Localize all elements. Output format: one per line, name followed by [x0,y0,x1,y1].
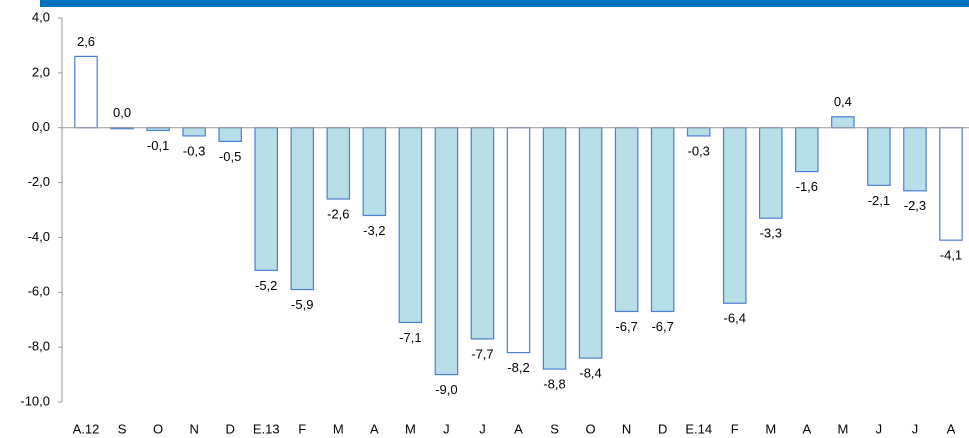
value-label: 2,6 [77,34,95,49]
x-tick-label: F [298,421,306,436]
value-label: -8,8 [543,377,565,392]
x-tick-label: M [765,421,776,436]
bar [831,116,855,129]
x-tick-label: A [947,421,956,436]
x-tick-label: M [837,421,848,436]
x-tick-label: E.14 [685,421,712,436]
x-tick-label: A [514,421,523,436]
value-label: -0,5 [219,149,241,164]
x-tick-label: M [333,421,344,436]
bar [795,127,819,173]
value-label: -2,1 [868,193,890,208]
value-label: -5,2 [255,278,277,293]
x-tick-label: O [153,421,163,436]
bar [254,127,278,271]
bar [867,127,891,186]
bar [578,127,603,359]
x-tick-label: S [118,421,127,436]
x-tick-label: N [622,421,631,436]
value-label: -0,3 [687,143,709,158]
x-tick-label: O [586,421,596,436]
x-tick-label: D [225,421,234,436]
value-label: -6,4 [724,311,746,326]
bar [182,127,206,137]
bar [362,127,387,217]
y-tick-label: -10,0 [20,393,50,408]
y-tick-label: 0,0 [32,119,50,134]
x-tick-label: E.13 [253,421,280,436]
value-label: -4,1 [940,248,962,263]
value-label: -3,3 [760,226,782,241]
x-tick-label: F [731,421,739,436]
bar [686,127,711,137]
x-tick-label: J [443,421,450,436]
value-label: -2,6 [327,206,349,221]
y-tick-label: -4,0 [28,229,50,244]
header-strip [40,0,969,7]
bar [650,127,675,313]
bar [722,127,747,304]
value-label: -6,7 [651,319,673,334]
bar [434,127,459,376]
x-tick-label: A [370,421,379,436]
bar [290,127,315,291]
value-label: -7,7 [471,346,493,361]
x-tick-label: J [479,421,486,436]
bar [759,127,783,219]
bar [74,55,98,129]
x-tick-label: N [189,421,198,436]
y-tick-label: 2,0 [32,64,50,79]
value-label: -0,1 [147,138,169,153]
y-tick-label: -8,0 [28,339,50,354]
bar [542,127,567,370]
value-label: -6,7 [615,319,637,334]
value-label: 0,0 [113,105,131,120]
y-tick-label: 4,0 [32,9,50,24]
value-label: -9,0 [435,382,457,397]
x-tick-label: J [876,421,883,436]
value-label: -0,3 [183,143,205,158]
bar [398,127,423,324]
bar [326,127,351,200]
x-tick-label: J [912,421,919,436]
x-tick-label: A.12 [73,421,100,436]
value-label: 0,4 [834,94,852,109]
x-tick-label: S [550,421,559,436]
y-tick-label: -2,0 [28,174,50,189]
value-label: -5,9 [291,297,313,312]
bar [218,127,242,143]
x-tick-label: M [405,421,416,436]
value-label: -8,2 [507,360,529,375]
bar [903,127,927,192]
value-label: -2,3 [904,198,926,213]
y-tick-label: -6,0 [28,284,50,299]
value-label: -1,6 [796,179,818,194]
bar [470,127,495,340]
bar [939,127,963,241]
value-label: -7,1 [399,330,421,345]
value-label: -8,4 [579,366,601,381]
bar [506,127,531,354]
x-tick-label: A [802,421,811,436]
bar [614,127,639,313]
value-label: -3,2 [363,223,385,238]
x-tick-label: D [658,421,667,436]
